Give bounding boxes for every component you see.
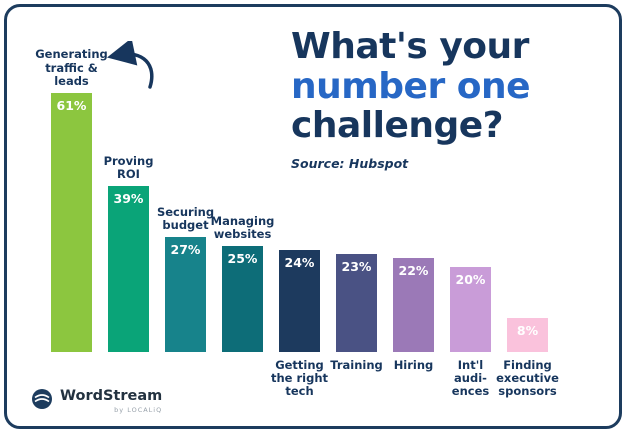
bar: 22% xyxy=(393,258,434,352)
category-label: Finding executive sponsors xyxy=(496,358,559,399)
category-label: Int'l audi- ences xyxy=(451,358,490,399)
wordstream-logo-icon xyxy=(32,388,52,409)
category-label: Training xyxy=(330,358,383,372)
title-line-3: challenge? xyxy=(291,105,504,147)
bar-group: Proving ROI 39% xyxy=(104,154,153,352)
category-label: Securing budget xyxy=(156,204,215,232)
bar: 24% xyxy=(279,250,320,352)
value-label: 39% xyxy=(113,191,144,206)
title-line-1: What's your xyxy=(291,26,529,67)
bar-group: Hiring 22% xyxy=(393,258,434,372)
bar: 27% xyxy=(165,237,206,352)
brand-logo: WordStream by LOCALiQ xyxy=(31,388,162,414)
category-label: Generating traffic & leads xyxy=(35,47,108,88)
value-label: 25% xyxy=(227,251,258,266)
bar: 8% xyxy=(507,318,548,352)
bar: 20% xyxy=(450,267,491,352)
value-label: 27% xyxy=(170,242,201,257)
category-label: Managing websites xyxy=(210,213,275,241)
value-label: 22% xyxy=(398,263,429,278)
curved-arrow-icon xyxy=(107,41,154,89)
bar-group: Managing websites 25% xyxy=(211,214,274,352)
bar: 23% xyxy=(336,254,377,352)
bar-group: Finding executive sponsors 8% xyxy=(496,318,559,398)
bar: 25% xyxy=(222,246,263,352)
bar-chart: Generating traffic & leads 61% Proving ROI… xyxy=(35,48,559,398)
bar: 61% xyxy=(51,93,92,352)
brand-name: WordStream xyxy=(60,387,163,404)
bar-group: Training 23% xyxy=(330,254,383,372)
value-label: 20% xyxy=(455,272,486,287)
bar-group: Generating traffic & leads 61% xyxy=(35,48,108,352)
brand-text: WordStream by LOCALiQ xyxy=(60,388,162,414)
brand-subtitle: by LOCALiQ xyxy=(114,406,163,414)
chart-header: What's your number one challenge? Source… xyxy=(291,26,531,171)
infographic-card: What's your number one challenge? Source… xyxy=(4,4,622,429)
category-label: Hiring xyxy=(393,358,434,372)
value-label: 61% xyxy=(56,98,87,113)
value-label: 8% xyxy=(516,323,539,338)
bar-group: Int'l audi- ences 20% xyxy=(450,267,491,398)
bar-group: Securing budget 27% xyxy=(157,205,214,352)
bar: 39% xyxy=(108,186,149,352)
source-note: Source: Hubspot xyxy=(291,155,409,171)
value-label: 23% xyxy=(341,259,372,274)
category-label: Proving ROI xyxy=(103,153,154,181)
title-line-2: number one xyxy=(291,65,531,107)
category-label: Getting the right tech xyxy=(270,358,329,399)
value-label: 24% xyxy=(284,255,315,270)
bar-group: Getting the right tech 24% xyxy=(271,250,328,398)
